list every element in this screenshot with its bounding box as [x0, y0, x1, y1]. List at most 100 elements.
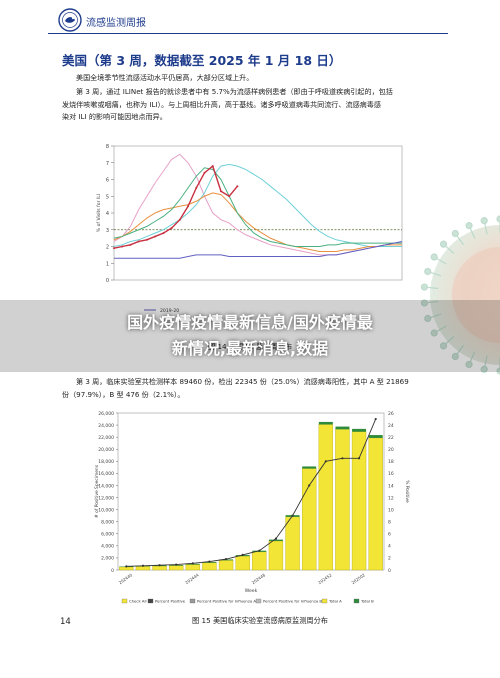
- y-tick-label: 5: [106, 194, 109, 200]
- y-tick-label: 14,000: [98, 483, 114, 489]
- legend-swatch: [189, 598, 196, 604]
- y-tick-label: 7: [106, 161, 109, 167]
- percent-positive-line: [126, 418, 377, 567]
- y-tick-label: 16,000: [98, 471, 114, 477]
- y-tick-label: 2: [106, 245, 109, 251]
- overlay-band: [0, 300, 500, 372]
- legend-label: 2019-20: [160, 308, 179, 314]
- overlay-headline-line-2: 新情况,最新消息,数据: [171, 339, 329, 358]
- y-tick-label: 6,000: [101, 532, 114, 538]
- x-axis-label: Week: [245, 588, 258, 594]
- series-point: [187, 205, 190, 208]
- percent-positive-point: [374, 417, 377, 421]
- x-tick-label: 202502: [351, 572, 367, 585]
- legend-label: Percent Positive for Influenza A: [197, 599, 256, 604]
- y2-tick-label: 2: [388, 556, 391, 562]
- paragraph-2-line-3: 染对 ILI 的影响可能因地点而异。: [62, 112, 167, 121]
- y2-axis-label: % Positive: [404, 480, 410, 503]
- figure-14-caption: 图 14 美国 ILI 监测周分布: [207, 342, 293, 351]
- legend-swatch: [121, 598, 128, 604]
- paragraph-2: 第 3 周，通过 ILINet 报告的就诊患者中有 5.7%为流感样病例患者（即…: [62, 86, 393, 124]
- y-tick-label: 18,000: [98, 459, 114, 465]
- percent-positive-point: [357, 457, 361, 460]
- plot-area: [113, 145, 403, 281]
- percent-positive-point: [208, 560, 211, 563]
- y-tick-label: 6: [106, 178, 109, 184]
- series-point: [219, 190, 222, 193]
- percent-positive-point: [291, 514, 294, 517]
- percent-positive-point: [158, 564, 161, 567]
- y-tick-label: 24,000: [98, 423, 114, 429]
- bar-total-a: [235, 555, 250, 571]
- bar-total-a: [218, 560, 234, 571]
- ili-line-chart: 0 1 2 3 4 5 6 7 8 % of Visits for ILI 2019-20: [96, 144, 403, 314]
- bar-total-a: [152, 565, 167, 571]
- bar-total-a: [169, 565, 184, 571]
- figure-15-caption: 图 15 美国临床实验室流感病原监测周分布: [192, 616, 328, 625]
- y2-tick-label: 10: [388, 507, 394, 513]
- legend-swatch: [147, 598, 154, 604]
- percent-positive-point: [341, 457, 344, 460]
- legend-label: Percent Positive: [155, 599, 186, 604]
- series-line-3: [113, 167, 402, 247]
- y2-tick-label: 22: [388, 435, 394, 441]
- y-axis-label: % of Visits for ILI: [96, 194, 102, 232]
- x-tick-label: 202440: [118, 572, 134, 585]
- percent-positive-point: [191, 562, 194, 565]
- series-point: [145, 238, 148, 241]
- header-divider: [48, 33, 448, 34]
- series-point: [121, 245, 124, 248]
- bar-total-b: [368, 435, 383, 438]
- bar-total-a: [368, 437, 383, 571]
- y2-tick-label: 20: [388, 447, 394, 453]
- series-point: [129, 243, 132, 246]
- legend-label: Check All: [129, 599, 147, 604]
- bar-total-a: [285, 516, 300, 571]
- series-point: [236, 185, 239, 188]
- y-tick-label: 4: [106, 211, 109, 217]
- page-number: 14: [60, 617, 71, 627]
- legend-label: Total A: [328, 599, 342, 604]
- y-tick-label: 1: [106, 261, 109, 267]
- y-tick-label: 4,000: [101, 544, 114, 550]
- y2-tick-label: 26: [388, 411, 394, 417]
- bar-total-a: [318, 424, 333, 571]
- bar-total-a: [268, 540, 284, 571]
- series-point: [113, 247, 115, 250]
- virus-illustration-icon: [420, 215, 500, 375]
- series-point: [178, 218, 181, 221]
- series-point: [228, 195, 231, 198]
- percent-positive-point: [175, 563, 178, 566]
- legend-label: Total B: [360, 599, 374, 604]
- series-line-0: [113, 153, 402, 256]
- series-line-4: [114, 240, 403, 259]
- y-tick-label: 0: [111, 568, 114, 574]
- legend-swatch: [321, 598, 328, 604]
- percent-positive-point: [258, 549, 261, 552]
- cdc-logo-icon: [58, 8, 82, 32]
- y2-tick-label: 8: [388, 519, 391, 525]
- paragraph-2-line-1: 第 3 周，通过 ILINet 报告的就诊患者中有 5.7%为流感样病例患者（即…: [76, 87, 393, 96]
- y-tick-label: 22,000: [98, 435, 114, 441]
- y-tick-label: 8,000: [101, 519, 114, 525]
- paragraph-3-line-2: 份（97.9%），B 型 476 份（2.1%）。: [62, 389, 185, 399]
- bar-total-b: [335, 426, 350, 430]
- paragraph-3: 第 3 周，临床实验室共检测样本 89460 份，检出 22345 份（25.0…: [62, 376, 409, 401]
- y-tick-label: 20,000: [98, 447, 114, 453]
- y2-tick-label: 6: [388, 532, 391, 538]
- series-line-5: [113, 164, 238, 249]
- header-title: 流感监测周报: [86, 18, 146, 29]
- x-tick-label: 202452: [317, 572, 333, 585]
- legend-swatch: [255, 598, 262, 604]
- y2-tick-label: 4: [388, 544, 391, 550]
- y-tick-label: 8: [106, 144, 109, 150]
- y2-tick-label: 18: [388, 459, 394, 465]
- overlay-headline-line-1: 国外疫情疫情最新信息/国外疫情最: [127, 313, 373, 332]
- series-point: [211, 165, 214, 168]
- y-tick-label: 0: [106, 278, 109, 284]
- percent-positive-point: [125, 565, 128, 568]
- series-point: [154, 235, 157, 238]
- percent-positive-point: [141, 564, 145, 567]
- plot-area: [117, 412, 385, 571]
